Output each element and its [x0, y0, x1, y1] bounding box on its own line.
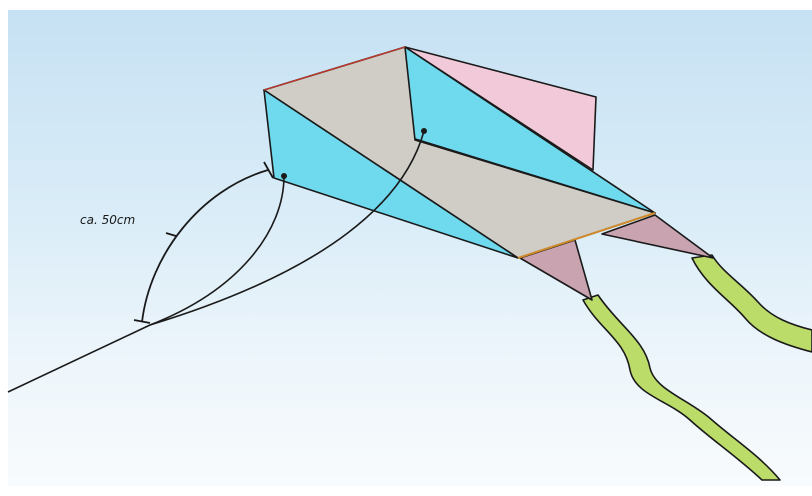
tail-ribbon-right: [691, 254, 812, 353]
kite-top-edge: [263, 46, 406, 91]
tail-flap-right: [601, 214, 714, 259]
bridle-lines: [7, 130, 425, 393]
flying-line: [7, 324, 151, 393]
bridle-attachment-front: [281, 173, 287, 179]
bridle-line-back: [149, 130, 425, 326]
measurement-arc: [133, 161, 274, 324]
tail-ribbon-left: [582, 294, 781, 481]
kite-bottom-spar: [517, 212, 656, 259]
measurement-label: ca. 50cm: [80, 213, 135, 227]
bridle-attachment-back: [421, 128, 427, 134]
bridle-line-front: [149, 175, 285, 326]
kite-keel-left: [263, 89, 519, 259]
tail-ribbons: [582, 254, 812, 481]
